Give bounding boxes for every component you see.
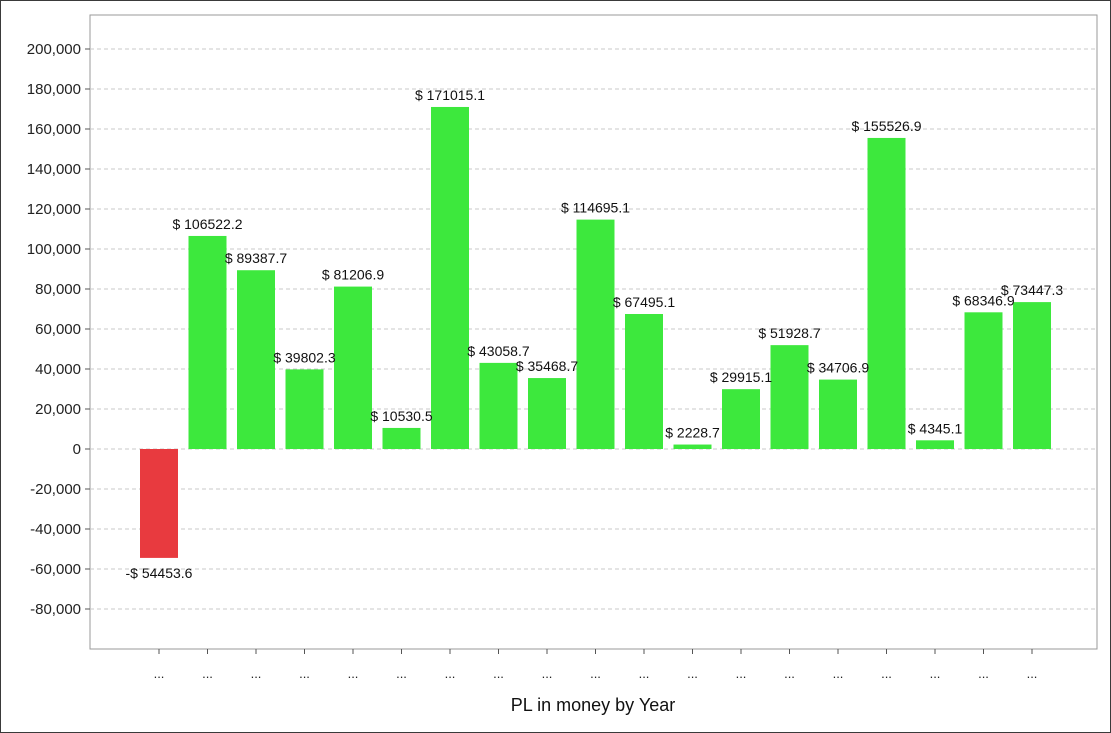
data-labels: -$ 54453.6 $ 106522.2 $ 89387.7 $ 39802.3 $ …: [126, 87, 1064, 581]
x-tick-label: ...: [736, 666, 747, 681]
data-label: $ 155526.9: [851, 118, 921, 134]
y-tick-label: 120,000: [27, 201, 81, 218]
data-label: $ 35468.7: [516, 358, 578, 374]
x-tick-label: ...: [784, 666, 795, 681]
bar: [625, 314, 663, 449]
data-label: $ 34706.9: [807, 360, 869, 376]
y-axis: 200,000 180,000 160,000 140,000 120,000 100,0…: [27, 41, 90, 618]
x-tick-label: ...: [251, 666, 262, 681]
bar: [1013, 302, 1051, 449]
bar: [916, 440, 954, 449]
x-tick-label: ...: [881, 666, 892, 681]
x-axis-title: PL in money by Year: [511, 695, 675, 715]
x-tick-label: ...: [445, 666, 456, 681]
bar: [576, 219, 615, 449]
bar: [285, 369, 324, 449]
bar: [819, 379, 857, 449]
y-tick-label: -20,000: [30, 481, 81, 498]
plot-border: [89, 14, 1098, 650]
data-label: $ 81206.9: [322, 267, 384, 283]
x-tick-label: ...: [590, 666, 601, 681]
data-label: $ 89387.7: [225, 250, 287, 266]
y-tick-label: 100,000: [27, 241, 81, 258]
bar: [334, 286, 372, 449]
bar: [382, 427, 421, 449]
data-label: $ 4345.1: [908, 420, 963, 436]
bar: [528, 378, 566, 449]
y-tick-label: 80,000: [35, 281, 81, 298]
data-label: $ 171015.1: [415, 87, 485, 103]
y-tick-label: -40,000: [30, 521, 81, 538]
data-label: $ 73447.3: [1001, 282, 1063, 298]
data-label: $ 67495.1: [613, 294, 675, 310]
data-label: $ 10530.5: [370, 408, 432, 424]
y-tick-label: 40,000: [35, 361, 81, 378]
bar: [431, 106, 469, 450]
y-tick-label: 140,000: [27, 161, 81, 178]
x-tick-label: ...: [639, 666, 650, 681]
bars: [140, 106, 1051, 558]
data-label: $ 43058.7: [467, 343, 529, 359]
y-tick-label: 20,000: [35, 401, 81, 418]
data-label: $ 114695.1: [561, 200, 630, 216]
x-tick-label: ...: [1027, 666, 1038, 681]
x-tick-label: ...: [978, 666, 989, 681]
x-tick-label: ...: [348, 666, 359, 681]
x-tick-label: ...: [930, 666, 941, 681]
x-tick-label: ...: [202, 666, 213, 681]
y-tick-label: 200,000: [27, 41, 81, 58]
x-tick-label: ...: [687, 666, 698, 681]
x-tick-label: ...: [833, 666, 844, 681]
data-label: $ 29915.1: [710, 369, 772, 385]
bar: [673, 444, 712, 449]
data-label: $ 2228.7: [665, 425, 720, 441]
y-tick-label: -80,000: [30, 601, 81, 618]
data-label: $ 51928.7: [758, 325, 820, 341]
x-tick-label: ...: [542, 666, 553, 681]
bar: [237, 270, 275, 449]
y-tick-label: 60,000: [35, 321, 81, 338]
bar: [188, 235, 227, 449]
y-tick-label: 180,000: [27, 81, 81, 98]
bar: [479, 362, 518, 449]
x-tick-label: ...: [493, 666, 504, 681]
bar: [722, 389, 760, 449]
data-label: -$ 54453.6: [126, 565, 193, 581]
y-tick-label: 0: [73, 441, 81, 458]
x-tick-label: ...: [299, 666, 310, 681]
bar: [770, 345, 809, 449]
x-axis: ........................................…: [154, 649, 1038, 681]
x-tick-label: ...: [154, 666, 165, 681]
bar: [140, 449, 178, 558]
bar: [867, 137, 906, 449]
data-label: $ 39802.3: [273, 349, 335, 365]
bar: [964, 312, 1003, 449]
grid-lines: [89, 14, 1098, 650]
y-tick-label: 160,000: [27, 121, 81, 138]
x-tick-label: ...: [396, 666, 407, 681]
data-label: $ 68346.9: [952, 292, 1014, 308]
data-label: $ 106522.2: [172, 216, 242, 232]
y-tick-label: -60,000: [30, 561, 81, 578]
